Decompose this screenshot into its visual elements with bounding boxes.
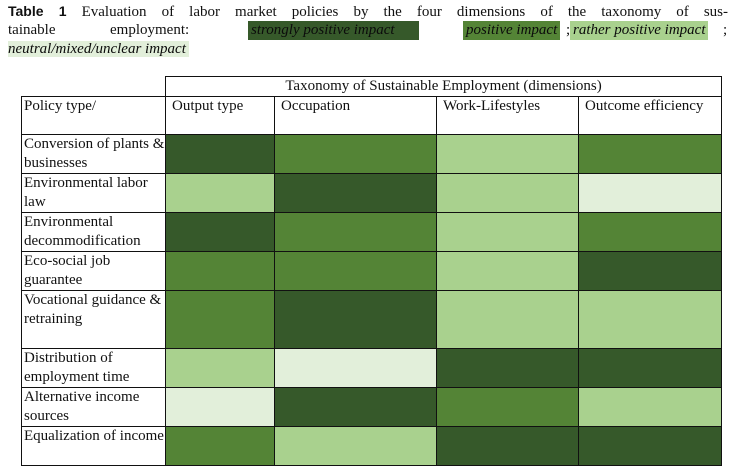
policy-label: Equalization of income — [21, 426, 166, 466]
legend-rather-positive: rather positive impact — [570, 21, 709, 40]
table-row: Environmental decommodification — [21, 212, 723, 252]
table-header-row: Taxonomy of Sustainable Employment (dime… — [21, 76, 723, 97]
impact-cell — [577, 426, 723, 466]
impact-cell — [577, 348, 723, 388]
caption-line-3: neutral/mixed/unclear impact — [8, 40, 728, 59]
table-body: Conversion of plants & businesses Environ… — [21, 134, 723, 466]
impact-cell — [165, 134, 275, 174]
impact-cell — [436, 251, 579, 291]
column-header: Output type — [165, 96, 275, 135]
table-row: Equalization of income — [21, 426, 723, 466]
caption-line-1: Table 1 Evaluation of labor market polic… — [8, 2, 728, 21]
caption-text-tainable: tainable — [8, 22, 56, 38]
impact-cell — [165, 387, 275, 427]
impact-cell — [577, 134, 723, 174]
impact-cell — [577, 290, 723, 349]
impact-cell — [577, 173, 723, 213]
column-header: Outcome efficiency — [577, 96, 723, 135]
policy-type-header: Policy type/ — [21, 96, 166, 135]
table-row: Conversion of plants & businesses — [21, 134, 723, 174]
impact-cell — [274, 348, 437, 388]
impact-cell — [436, 134, 579, 174]
impact-cell — [436, 387, 579, 427]
table-row: Environmental labor law — [21, 173, 723, 213]
impact-cell — [165, 348, 275, 388]
impact-cell — [274, 426, 437, 466]
legend-strongly-positive: strongly positive impact — [248, 21, 419, 40]
table-row: Alternative income sources — [21, 387, 723, 427]
caption-text-employment: employment: — [110, 22, 190, 38]
impact-cell — [274, 212, 437, 252]
table-row: Vocational guidance & retraining — [21, 290, 723, 349]
impact-cell — [436, 173, 579, 213]
table-row: Eco-social job guarantee — [21, 251, 723, 291]
caption-line-2: tainable employment: strongly positive i… — [8, 21, 728, 40]
impact-cell — [274, 251, 437, 291]
impact-cell — [165, 212, 275, 252]
legend-neutral: neutral/mixed/unclear impact — [8, 41, 189, 57]
legend-separator: ; — [566, 22, 571, 38]
header-corner — [21, 76, 166, 97]
caption-label: Table 1 — [8, 3, 67, 19]
policy-label: Eco-social job guarantee — [21, 251, 166, 291]
impact-cell — [165, 173, 275, 213]
legend-positive: positive impact — [463, 21, 561, 40]
policy-label: Alternative income sources — [21, 387, 166, 427]
impact-cell — [577, 251, 723, 291]
impact-cell — [274, 173, 437, 213]
legend-separator: ; — [723, 22, 728, 38]
table-caption: Table 1 Evaluation of labor market polic… — [8, 2, 728, 59]
policy-label: Conversion of plants & businesses — [21, 134, 166, 174]
impact-cell — [436, 348, 579, 388]
impact-cell — [577, 212, 723, 252]
impact-cell — [274, 290, 437, 349]
caption-text: Evaluation of labor market policies by t… — [81, 4, 729, 20]
impact-cell — [436, 212, 579, 252]
column-header: Occupation — [274, 96, 437, 135]
impact-cell — [577, 387, 723, 427]
policy-label: Distribution of employment time — [21, 348, 166, 388]
column-header: Work-Lifestyles — [436, 96, 579, 135]
taxonomy-header: Taxonomy of Sustainable Employment (dime… — [164, 76, 723, 97]
impact-cell — [436, 290, 579, 349]
impact-cell — [165, 426, 275, 466]
impact-cell — [165, 290, 275, 349]
policy-label: Vocational guidance & retraining — [21, 290, 166, 349]
impact-cell — [274, 387, 437, 427]
evaluation-table: Taxonomy of Sustainable Employment (dime… — [21, 76, 723, 466]
table-row: Distribution of employment time — [21, 348, 723, 388]
impact-cell — [165, 251, 275, 291]
table-column-header-row: Policy type/ Output type Occupation Work… — [21, 96, 723, 135]
impact-cell — [436, 426, 579, 466]
policy-label: Environmental labor law — [21, 173, 166, 213]
policy-label: Environmental decommodification — [21, 212, 166, 252]
impact-cell — [274, 134, 437, 174]
